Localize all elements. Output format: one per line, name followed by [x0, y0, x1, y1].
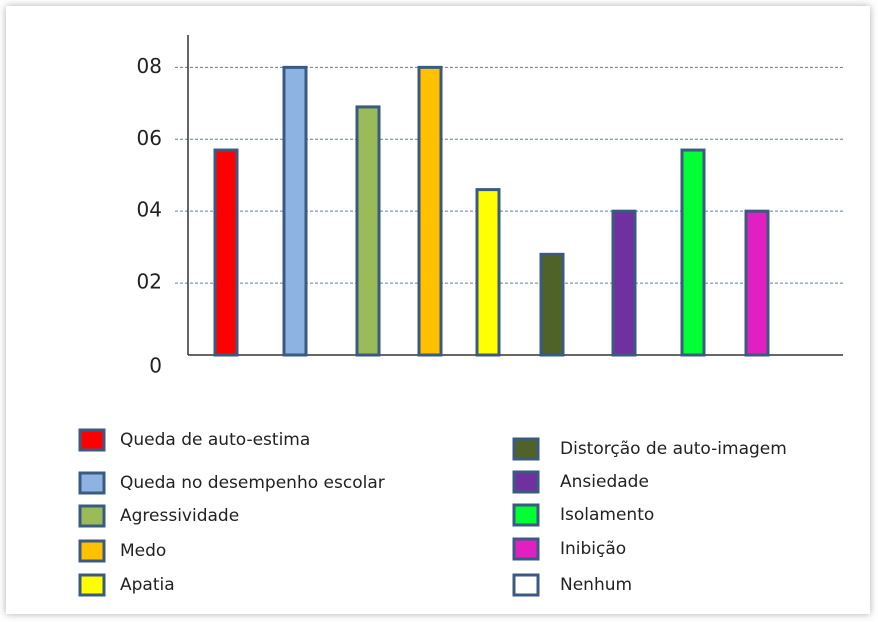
legend-swatch — [78, 471, 106, 495]
legend-swatch — [78, 504, 106, 528]
legend-swatch — [512, 470, 540, 494]
y-tick-label: 02 — [137, 270, 162, 294]
legend-swatch — [512, 437, 540, 461]
legend-label: Queda no desempenho escolar — [120, 473, 385, 493]
bar — [744, 209, 770, 357]
legend-swatch — [512, 537, 540, 561]
bar — [611, 209, 637, 357]
legend-label: Isolamento — [560, 505, 654, 525]
legend-swatch — [512, 573, 540, 597]
legend-swatch — [78, 428, 106, 452]
bar — [282, 65, 308, 357]
legend-label: Queda de auto-estima — [120, 430, 310, 450]
bar — [213, 148, 239, 357]
legend-swatch — [512, 503, 540, 527]
legend-label: Medo — [120, 541, 166, 561]
bar — [417, 65, 443, 357]
legend-label: Nenhum — [560, 575, 632, 595]
y-tick-label: 04 — [137, 198, 162, 222]
legend-swatch — [78, 539, 106, 563]
legend-label: Distorção de auto-imagem — [560, 439, 787, 459]
bar — [355, 105, 381, 357]
bar — [475, 188, 501, 357]
legend-label: Ansiedade — [560, 472, 649, 492]
y-tick-label: 06 — [137, 126, 162, 150]
y-tick-label: 0 — [149, 354, 162, 378]
bar — [680, 148, 706, 357]
legend-label: Apatia — [120, 575, 175, 595]
legend-label: Agressividade — [120, 506, 239, 526]
y-tick-label: 08 — [137, 54, 162, 78]
legend-swatch — [78, 573, 106, 597]
legend-label: Inibição — [560, 539, 626, 559]
bar — [539, 252, 565, 357]
